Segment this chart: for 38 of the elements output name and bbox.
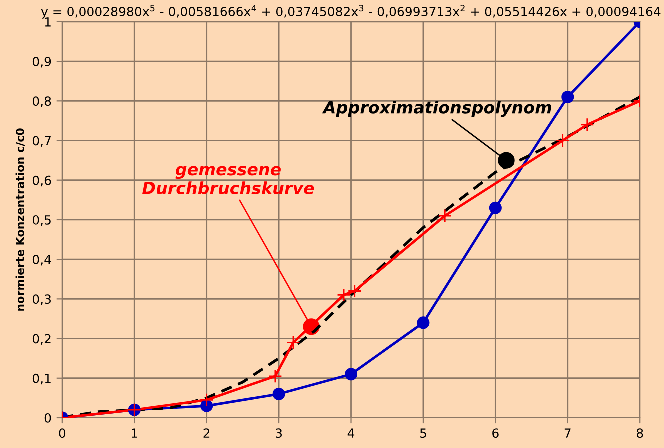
point <box>417 316 430 330</box>
annotation: Approximationspolynom <box>322 100 552 118</box>
x-tick-label: 3 <box>276 428 282 438</box>
annotation: gemessene Durchbruchskurve <box>142 166 314 195</box>
x-tick-label: 5 <box>420 428 426 438</box>
y-tick-label: 0,1 <box>32 374 51 385</box>
point <box>489 202 502 214</box>
y-tick-label: 1 <box>45 18 51 27</box>
point <box>272 388 286 400</box>
y-tick-label: 0,8 <box>32 96 52 108</box>
point <box>345 368 358 381</box>
x-tick-label: 0 <box>59 428 66 438</box>
point <box>200 393 214 408</box>
point <box>200 400 214 412</box>
point <box>268 369 282 384</box>
y-axis-title: normierte Konzentration c/c0 <box>16 128 26 311</box>
y-tick-label: 0,3 <box>32 294 51 306</box>
x-tick-label: 2 <box>204 428 210 438</box>
y-tick-label: 0,7 <box>32 136 51 147</box>
x-tick-label: 7 <box>564 428 571 438</box>
point <box>438 209 452 223</box>
point <box>337 288 351 302</box>
chart-title: y = 0,00028980x$^{5}$ - 0,00581666x$^{4}$ + 0,03745082x$^{3}$ - 0,06993713x$^{2}$ + 0,05514426x + 0,00094164 <box>41 5 661 19</box>
x-tick-label: 4 <box>348 428 355 438</box>
point <box>286 336 300 350</box>
x-tick-label: 6 <box>492 428 499 438</box>
point <box>556 134 570 148</box>
y-tick-label: 0,5 <box>32 215 51 226</box>
y-tick-label: 0,9 <box>32 57 52 68</box>
y-tick-label: 0,2 <box>32 334 51 345</box>
point <box>348 284 362 298</box>
x-tick-label: 8 <box>636 428 644 438</box>
point <box>562 90 574 104</box>
y-tick-label: 0,4 <box>32 255 52 266</box>
x-tick-label: 1 <box>132 428 138 438</box>
y-tick-label: 0 <box>44 413 52 423</box>
point <box>580 118 594 132</box>
y-tick-label: 0,6 <box>32 176 52 187</box>
